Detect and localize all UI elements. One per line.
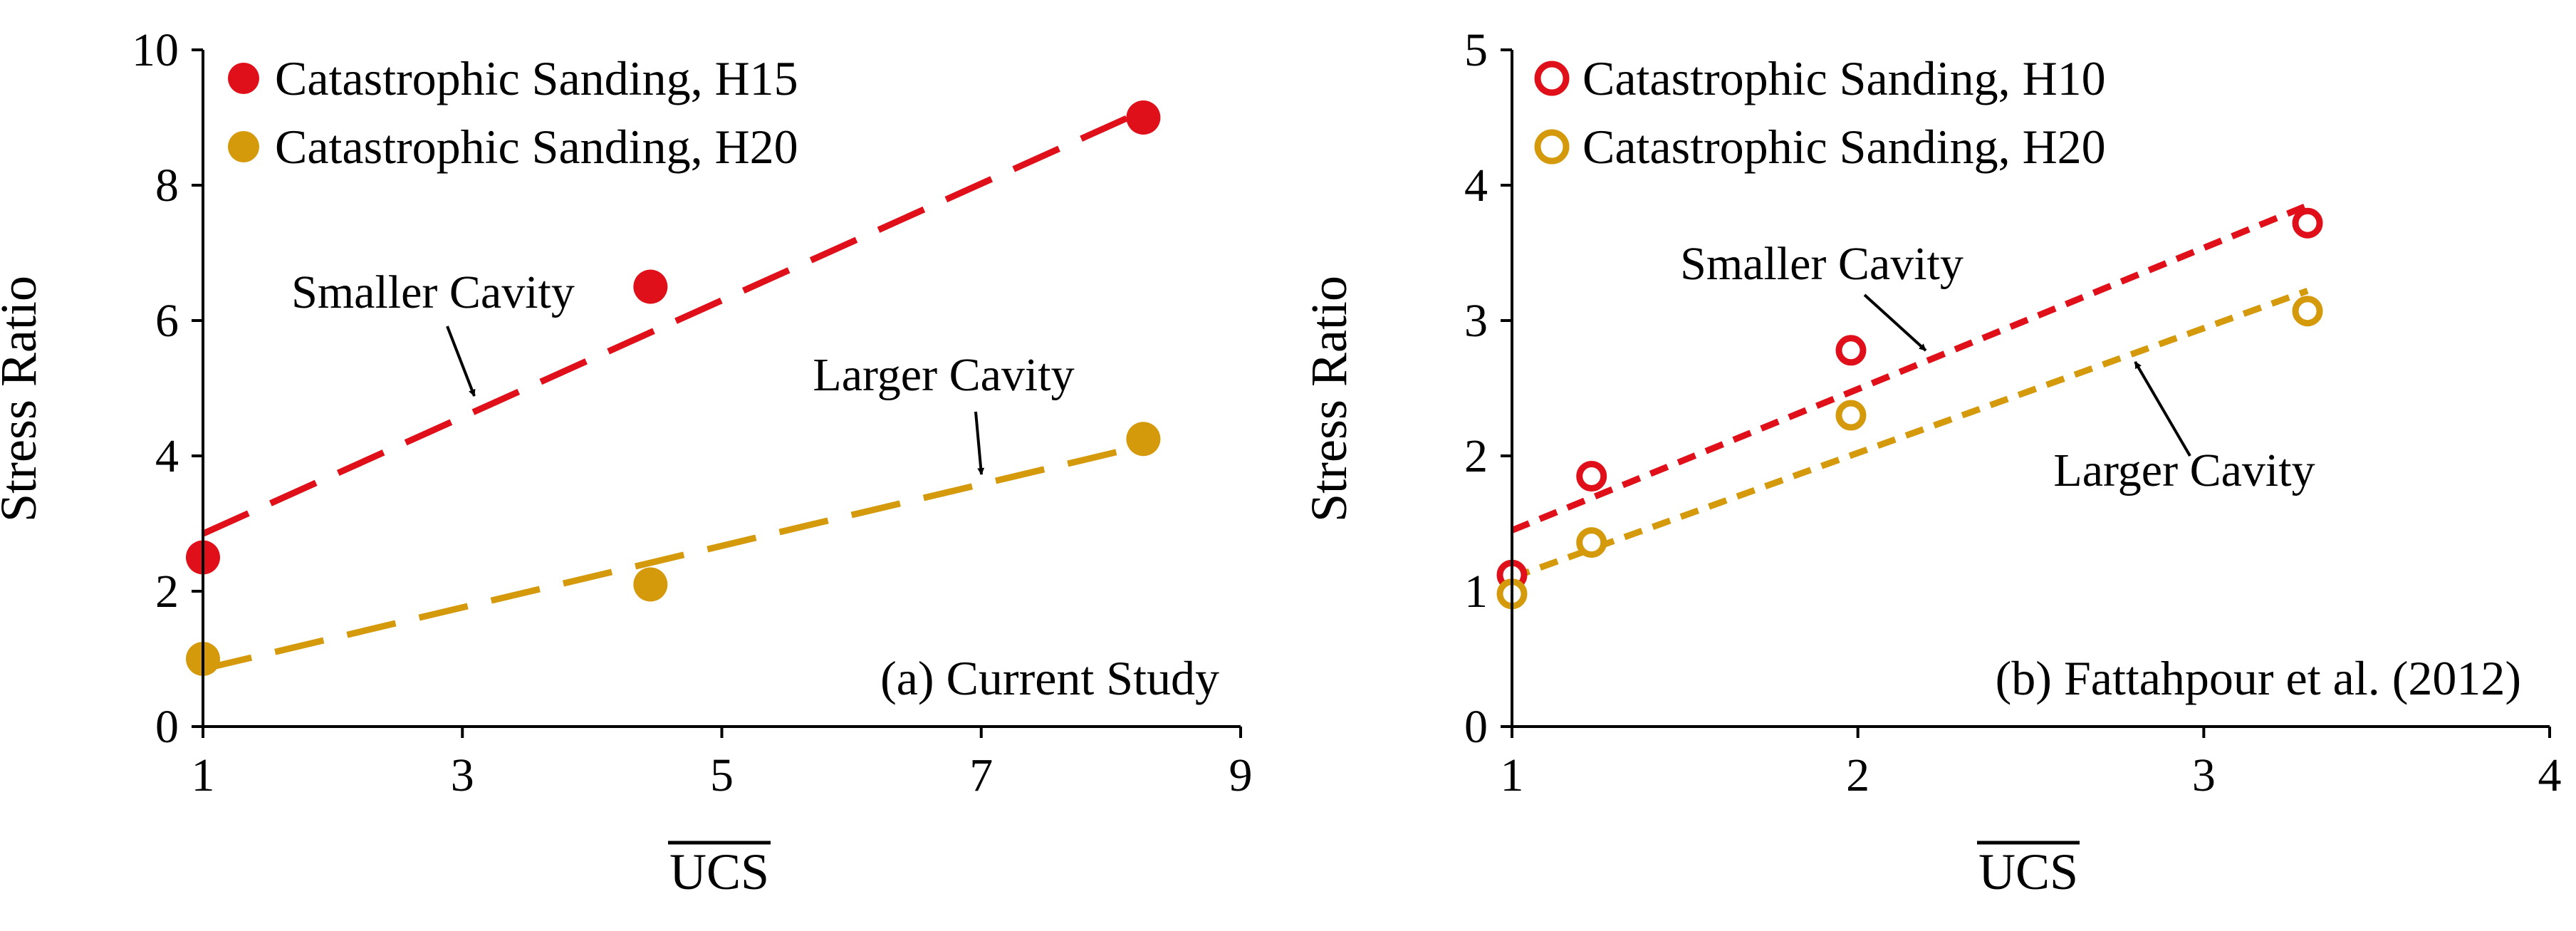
panel-b-ylabel: Stress Ratio	[1300, 276, 1357, 522]
panel-b-series-1-point	[2292, 296, 2323, 327]
panel-b-y-tick-label: 3	[1464, 295, 1488, 347]
panel-a-trendline-0	[202, 108, 1145, 537]
panel-b-annotation-smaller-cavity: Smaller Cavity	[1680, 238, 1964, 290]
panel-b-legend-label-h20: Catastrophic Sanding, H20	[1582, 120, 2106, 174]
panel-a-trendlines	[202, 108, 1145, 672]
panel-a-legend-marker-h20	[228, 131, 259, 162]
panel-b-series-0-point	[2292, 207, 2323, 239]
panel-a-x-tick-label: 3	[451, 749, 474, 801]
panel-b-y-tick-label: 5	[1464, 24, 1488, 76]
panel-b-annotation-larger-cavity: Larger Cavity	[2053, 444, 2315, 496]
panel-b-series-0-point	[1835, 335, 1867, 366]
panel-a-ticks: 1 3 5 7 9 0 2 4 6 8 10	[132, 24, 1253, 801]
panel-a-y-tick-label: 6	[155, 295, 179, 347]
panel-a-y-tick-label: 10	[132, 24, 179, 76]
panel-b-trendline-0	[1511, 202, 2309, 534]
panel-b-series-1-point	[1576, 527, 1607, 558]
panel-b-x-tick-label: 4	[2538, 749, 2562, 801]
panel-a-x-tick-label: 5	[710, 749, 734, 801]
panel-a-legend-label-h20: Catastrophic Sanding, H20	[275, 120, 798, 174]
panel-b-y-tick-label: 2	[1464, 430, 1488, 482]
panel-a-annotation-smaller-cavity-arrow	[446, 326, 476, 397]
panel-b-legend-label-h10: Catastrophic Sanding, H10	[1582, 51, 2106, 105]
panel-a-trendline-1	[202, 442, 1144, 672]
panel-a-x-tick-label: 1	[192, 749, 215, 801]
panel-a-annotation-smaller-cavity: Smaller Cavity	[291, 266, 575, 318]
panel-b-legend-marker-h20	[1534, 129, 1570, 165]
panel-a-y-tick-label: 2	[155, 566, 179, 618]
panel-a-series-0-point	[633, 269, 668, 304]
panel-b-x-tick-label: 1	[1501, 749, 1524, 801]
panel-a-legend-label-h15: Catastrophic Sanding, H15	[275, 51, 798, 105]
panel-a-axes	[202, 50, 1241, 728]
panel-b-xlabel: UCS	[1978, 843, 2078, 900]
panel-a-ylabel: Stress Ratio	[0, 276, 47, 522]
panel-a-legend-marker-h15	[228, 63, 259, 94]
panel-b-legend-marker-h10	[1534, 61, 1570, 96]
panel-b-legend: Catastrophic Sanding, H10 Catastrophic S…	[1534, 51, 2106, 174]
panel-b-series-1-point	[1835, 400, 1867, 431]
panel-b-trendline-1	[1511, 287, 2309, 581]
panel-a-y-tick-label: 0	[155, 701, 179, 753]
panel-b-y-tick-label: 4	[1464, 160, 1488, 212]
panel-b-annotation-smaller-cavity-arrow	[1863, 293, 1927, 352]
panel-a-series-1-point	[633, 567, 668, 602]
panel-a-legend: Catastrophic Sanding, H15 Catastrophic S…	[228, 51, 798, 174]
panel-a-x-tick-label: 9	[1229, 749, 1253, 801]
panel-b-trendlines	[1511, 202, 2309, 581]
panel-a-title: (a) Current Study	[880, 651, 1219, 705]
panel-b-x-tick-label: 2	[1846, 749, 1870, 801]
panel-b-y-tick-label: 0	[1464, 701, 1488, 753]
panel-a-chart: 1 3 5 7 9 0 2 4 6 8 10 Stress Ratio UCS Catastroph…	[0, 24, 1253, 900]
panel-b-points	[1496, 207, 2323, 610]
panel-a-xlabel: UCS	[669, 843, 769, 900]
panel-b-x-tick-label: 3	[2192, 749, 2216, 801]
panel-b-series-0-point	[1576, 461, 1607, 491]
panel-a-series-0-point	[1126, 100, 1161, 135]
panel-b-annotation-larger-cavity-arrow	[2134, 360, 2191, 457]
panel-a-annotation-larger-cavity-arrow	[974, 411, 985, 475]
panel-a-y-tick-label: 8	[155, 160, 179, 212]
panel-a-x-tick-label: 7	[969, 749, 993, 801]
panel-b-title: (b) Fattahpour et al. (2012)	[1996, 651, 2521, 705]
panel-a-series-1-point	[1126, 422, 1161, 457]
panel-a-annotation-larger-cavity: Larger Cavity	[813, 349, 1074, 401]
panel-a-y-tick-label: 4	[155, 430, 179, 482]
panel-b-y-tick-label: 1	[1464, 566, 1488, 618]
panel-b-axes	[1511, 50, 2550, 728]
